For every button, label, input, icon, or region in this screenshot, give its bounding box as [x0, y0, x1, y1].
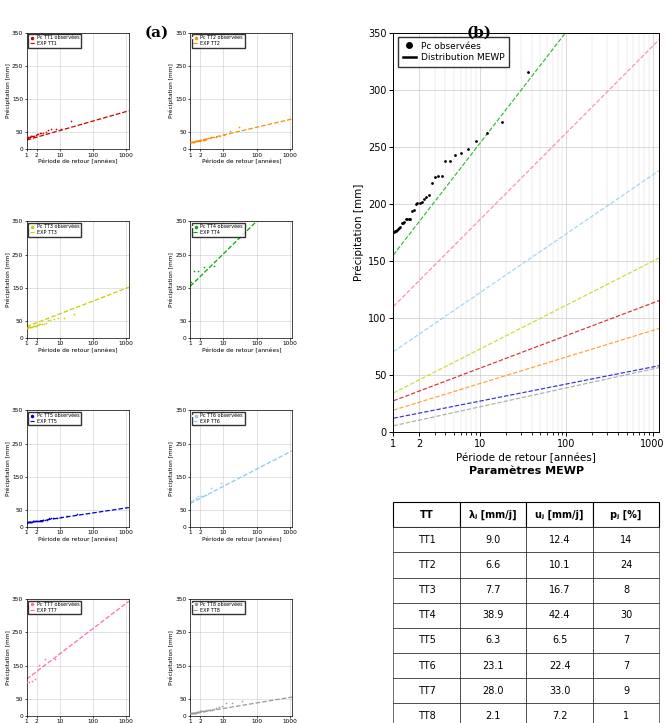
Legend: Pc TT5 observées, EXP TT5: Pc TT5 observées, EXP TT5: [28, 412, 81, 425]
Y-axis label: Précipitation [mm]: Précipitation [mm]: [5, 252, 11, 307]
X-axis label: Période de retour [années]: Période de retour [années]: [38, 536, 118, 542]
Y-axis label: Précipitation [mm]: Précipitation [mm]: [5, 441, 11, 496]
X-axis label: Période de retour [années]: Période de retour [années]: [202, 536, 281, 542]
Legend: Pc TT2 observées, EXP TT2: Pc TT2 observées, EXP TT2: [192, 34, 244, 48]
Y-axis label: Précipitation [mm]: Précipitation [mm]: [168, 630, 174, 685]
Legend: Pc TT3 observées, EXP TT3: Pc TT3 observées, EXP TT3: [28, 223, 81, 236]
Text: Paramètres MEWP: Paramètres MEWP: [469, 466, 584, 476]
Legend: Pc TT1 observées, EXP TT1: Pc TT1 observées, EXP TT1: [28, 34, 81, 48]
X-axis label: Période de retour [années]: Période de retour [années]: [202, 348, 281, 353]
Legend: Pc TT6 observées, EXP TT6: Pc TT6 observées, EXP TT6: [192, 412, 244, 425]
Y-axis label: Précipitation [mm]: Précipitation [mm]: [5, 64, 11, 119]
Text: (b): (b): [467, 25, 492, 39]
X-axis label: Période de retour [années]: Période de retour [années]: [456, 453, 596, 463]
Y-axis label: Précipitation [mm]: Précipitation [mm]: [168, 441, 174, 496]
X-axis label: Période de retour [années]: Période de retour [années]: [38, 348, 118, 353]
Y-axis label: Précipitation [mm]: Précipitation [mm]: [5, 630, 11, 685]
Y-axis label: Précipitation [mm]: Précipitation [mm]: [168, 252, 174, 307]
X-axis label: Période de retour [années]: Période de retour [années]: [202, 159, 281, 164]
Legend: Pc TT7 observées, EXP TT7: Pc TT7 observées, EXP TT7: [28, 601, 81, 615]
X-axis label: Période de retour [années]: Période de retour [années]: [38, 159, 118, 164]
Y-axis label: Précipitation [mm]: Précipitation [mm]: [168, 64, 174, 119]
Legend: Pc observées, Distribution MEWP: Pc observées, Distribution MEWP: [398, 37, 509, 67]
Legend: Pc TT4 observées, EXP TT4: Pc TT4 observées, EXP TT4: [192, 223, 244, 236]
Y-axis label: Précipitation [mm]: Précipitation [mm]: [353, 184, 364, 281]
Legend: Pc TT8 observées, EXP TT8: Pc TT8 observées, EXP TT8: [192, 601, 244, 615]
Text: (a): (a): [145, 25, 168, 39]
